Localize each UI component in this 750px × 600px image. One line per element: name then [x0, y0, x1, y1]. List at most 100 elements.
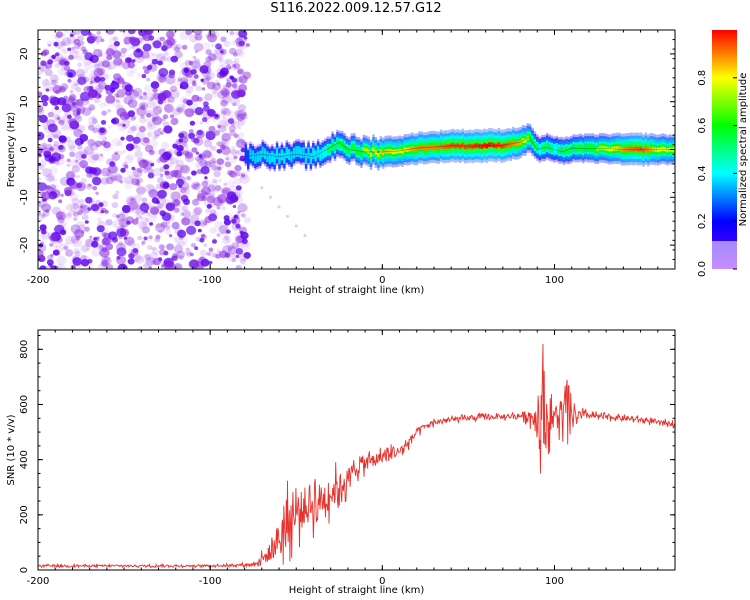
noise-blob	[131, 59, 136, 63]
y-tick-label: 0	[19, 146, 30, 152]
noise-blob	[180, 212, 185, 216]
noise-blob	[220, 67, 229, 76]
ridge-cell	[268, 153, 272, 164]
noise-blob	[160, 221, 168, 228]
noise-blob	[87, 207, 92, 211]
ridge-cell	[642, 148, 645, 153]
noise-blob	[166, 219, 171, 224]
noise-blob	[206, 134, 211, 139]
noise-blob	[173, 207, 180, 213]
noise-blob	[207, 184, 216, 193]
noise-blob	[107, 164, 118, 174]
ridge-cell	[625, 146, 628, 152]
noise-blob	[38, 248, 44, 256]
noise-blob	[208, 162, 214, 168]
noise-blob	[72, 46, 82, 54]
noise-blob	[203, 243, 207, 247]
noise-blob	[72, 232, 77, 237]
noise-blob	[150, 207, 160, 215]
noise-blob	[90, 203, 100, 212]
ridge-cell	[410, 146, 414, 151]
ridge-cell	[589, 143, 592, 152]
noise-blob	[53, 178, 58, 183]
noise-blob	[92, 127, 99, 134]
noise-blob	[170, 191, 181, 201]
noise-blob	[142, 43, 152, 52]
noise-blob	[136, 186, 146, 195]
noise-blob	[84, 226, 90, 232]
noise-blob	[199, 159, 208, 168]
noise-blob	[152, 116, 163, 126]
noise-blob	[96, 82, 103, 88]
noise-blob	[233, 177, 242, 185]
noise-blob	[226, 92, 235, 100]
noise-blob	[40, 231, 51, 241]
ridge-cell	[321, 147, 325, 159]
noise-blob	[44, 68, 53, 77]
noise-blob	[131, 253, 142, 262]
ridge-cell	[490, 142, 493, 147]
noise-blob	[207, 109, 216, 117]
noise-blob	[54, 184, 59, 189]
noise-blob	[147, 168, 154, 174]
noise-blob	[48, 99, 53, 103]
noise-blob	[106, 54, 113, 61]
ridge-cell	[365, 148, 368, 153]
ridge-cell	[297, 146, 300, 157]
noise-blob	[122, 80, 126, 85]
noise-blob	[116, 227, 127, 237]
noise-blob	[161, 151, 172, 161]
noise-blob	[242, 71, 252, 80]
noise-blob	[172, 140, 180, 147]
noise-blob	[226, 146, 230, 149]
noise-blob	[42, 78, 50, 86]
ridge-cell	[418, 145, 421, 150]
noise-blob	[236, 76, 243, 83]
noise-blob	[235, 89, 244, 97]
noise-blob	[238, 30, 248, 38]
noise-blob	[47, 254, 54, 261]
signal-ridge	[244, 123, 675, 172]
noise-blob	[41, 142, 47, 148]
noise-blob	[151, 112, 159, 120]
noise-blob	[173, 170, 182, 178]
noise-blob	[66, 158, 71, 163]
noise-blob	[213, 130, 220, 136]
noise-blob	[193, 30, 203, 36]
noise-blob	[110, 175, 118, 181]
noise-blob	[45, 78, 49, 82]
noise-blob	[65, 204, 73, 211]
noise-blob	[69, 192, 79, 202]
ridge-cell	[275, 147, 279, 159]
noise-blob	[64, 136, 72, 143]
noise-blob	[167, 95, 175, 103]
ridge-cell	[357, 147, 361, 156]
noise-blob	[182, 98, 189, 104]
noise-blob	[214, 221, 224, 230]
noise-blob	[162, 39, 173, 49]
noise-blob	[134, 54, 145, 64]
noise-blob	[151, 113, 160, 121]
noise-blob	[38, 65, 45, 75]
noise-blob	[172, 44, 178, 49]
noise-blob	[70, 235, 79, 244]
noise-blob	[168, 234, 173, 238]
noise-blob	[155, 53, 166, 62]
noise-blob	[126, 220, 131, 225]
noise-blob	[235, 223, 241, 229]
ridge-cell	[598, 145, 602, 150]
noise-blob	[111, 137, 121, 147]
noise-blob	[184, 189, 189, 193]
noise-blob	[202, 150, 212, 159]
noise-blob	[42, 119, 48, 125]
noise-blob	[152, 135, 157, 140]
noise-blob	[81, 177, 88, 183]
noise-blob	[176, 106, 184, 113]
noise-blob	[186, 225, 197, 235]
noise-blob	[229, 75, 235, 80]
noise-blob	[217, 194, 227, 204]
noise-blob	[159, 36, 165, 42]
noise-blob	[51, 54, 56, 60]
ridge-cell	[514, 141, 517, 147]
noise-blob	[57, 158, 65, 165]
